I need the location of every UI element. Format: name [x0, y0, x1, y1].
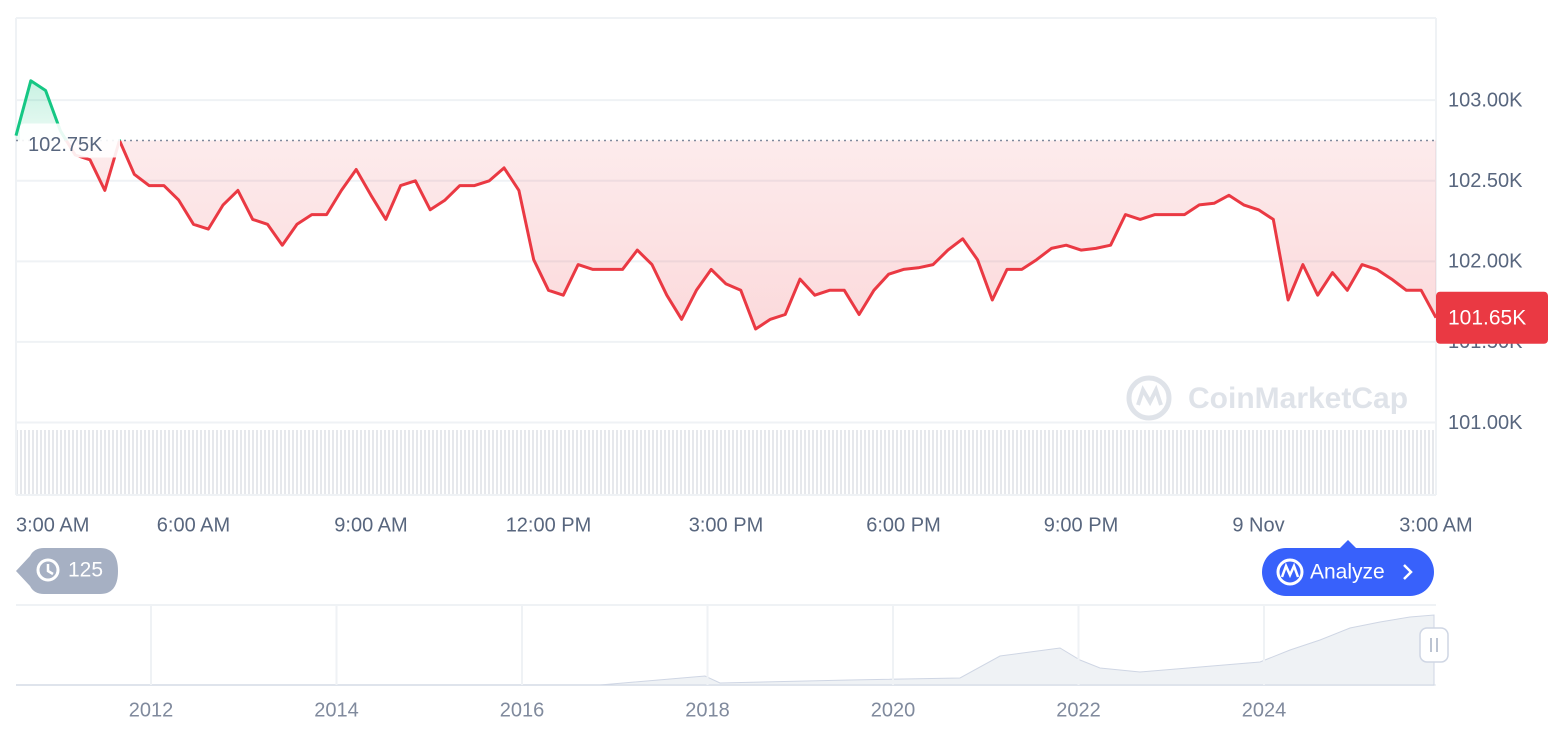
analyze-button[interactable]: Analyze: [1262, 540, 1434, 596]
history-count[interactable]: 125: [68, 559, 103, 582]
y-tick-label: 102.00K: [1448, 251, 1523, 273]
analyze-label[interactable]: Analyze: [1310, 561, 1385, 584]
history-button[interactable]: 125: [16, 548, 118, 594]
watermark: CoinMarketCap: [1126, 375, 1408, 421]
navigator-label: 2018: [685, 699, 730, 721]
x-tick-label: 3:00 AM: [1399, 514, 1472, 536]
navigator: 2012 2014 2016 2018 2020 2022 2024: [16, 604, 1449, 721]
price-label-bg: [1436, 291, 1548, 344]
x-tick-label: 9:00 AM: [334, 514, 407, 536]
x-tick-label: 3:00 PM: [689, 514, 763, 536]
reference-label: 102.75K: [28, 134, 103, 156]
x-tick-label: 6:00 AM: [157, 514, 230, 536]
navigator-label: 2024: [1242, 699, 1287, 721]
watermark-text: CoinMarketCap: [1188, 382, 1408, 415]
volume-bars: [16, 430, 1436, 495]
y-tick-label: 101.00K: [1448, 412, 1523, 434]
navigator-handle[interactable]: [1419, 627, 1449, 663]
y-tick-label: 102.50K: [1448, 170, 1523, 192]
area-fill: [16, 80, 1436, 329]
plot: 102.75K: [14, 79, 1438, 331]
price-line: [14, 79, 1438, 331]
x-tick-label: 6:00 PM: [866, 514, 940, 536]
x-tick-label: 9 Nov: [1232, 514, 1284, 536]
navigator-label: 2020: [871, 699, 916, 721]
x-tick-label: 9:00 PM: [1044, 514, 1118, 536]
x-tick-label: 12:00 PM: [506, 514, 592, 536]
navigator-label: 2014: [314, 699, 359, 721]
price-label: 101.65K: [1448, 306, 1526, 329]
navigator-label: 2012: [129, 699, 174, 721]
reference-label-bg: [20, 123, 120, 158]
navigator-label: 2016: [500, 699, 545, 721]
x-tick-label: 3:00 AM: [16, 514, 89, 536]
navigator-label: 2022: [1056, 699, 1101, 721]
y-tick-label: 103.00K: [1448, 89, 1523, 111]
